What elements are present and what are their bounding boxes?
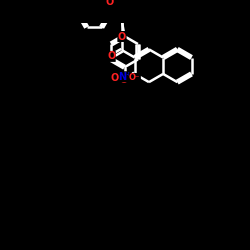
Text: O: O [105, 0, 113, 7]
Text: O: O [107, 52, 115, 62]
Text: O: O [110, 73, 118, 83]
Text: N⁺: N⁺ [118, 72, 131, 82]
Text: O: O [118, 32, 126, 42]
Text: O: O [120, 75, 128, 85]
Text: O⁻: O⁻ [129, 74, 140, 82]
